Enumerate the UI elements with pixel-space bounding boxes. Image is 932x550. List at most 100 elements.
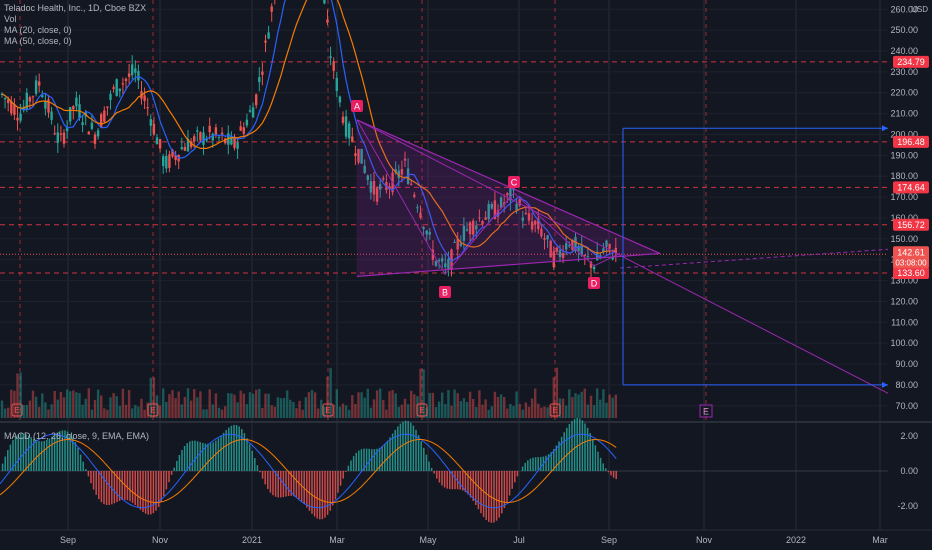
volume-bar-46 [143,409,146,418]
candle-body-106 [329,56,332,59]
volume-bar-120 [372,399,376,418]
candle-body-115 [357,148,360,163]
volume-bar-44 [137,406,140,418]
volume-bar-91 [282,397,286,418]
candle-body-168 [521,217,524,221]
volume-bar-148 [459,401,462,418]
candle-body-122 [379,184,382,190]
volume-bar-197 [611,397,614,418]
candle-body-30 [93,134,97,144]
candle-body-153 [475,225,478,230]
volume-bar-82 [255,389,258,418]
time-tick-7: Nov [696,535,713,545]
volume-bar-88 [273,406,276,418]
volume-bar-186 [577,394,580,418]
volume-bar-70 [217,407,221,418]
volume-bar-48 [149,377,152,418]
volume-bar-152 [472,398,475,418]
volume-bar-161 [499,394,503,418]
volume-bar-5 [16,373,19,418]
volume-bar-51 [158,405,162,418]
symbol-title[interactable]: Teladoc Health, Inc., 1D, Cboe BZX [4,3,147,13]
volume-bar-99 [307,392,311,418]
volume-bar-182 [565,405,568,418]
volume-bar-15 [47,409,50,418]
volume-bar-146 [453,389,456,418]
candle-body-55 [171,149,174,157]
candle-body-33 [103,110,106,122]
volume-bar-160 [496,396,500,418]
candle-body-176 [546,235,549,240]
volume-bar-9 [28,400,32,418]
price-tick-10: 160.00 [890,213,918,223]
candle-body-138 [428,232,431,235]
volume-bar-143 [444,404,447,418]
candle-body-143 [444,263,447,268]
volume-bar-87 [270,405,273,418]
volume-bar-27 [84,398,87,418]
candle-body-181 [561,253,565,258]
volume-bar-110 [341,403,345,418]
candle-body-186 [577,246,580,252]
volume-bar-141 [437,401,441,418]
candle-body-128 [397,170,400,179]
candle-body-162 [503,202,506,205]
candle-body-178 [552,251,555,268]
volume-bar-181 [561,398,565,418]
candle-body-70 [217,136,221,138]
volume-bar-107 [332,404,335,418]
macd-tick-2: -2.00 [897,501,918,511]
volume-bar-164 [509,404,512,418]
candle-body-76 [236,142,239,149]
macd-tick-0: 2.00 [900,431,918,441]
candle-body-37 [115,79,118,96]
volume-bar-1 [3,408,7,418]
volume-bar-77 [239,390,242,418]
volume-bar-131 [406,404,410,418]
earnings-label-0: E [14,406,19,415]
candle-body-20 [62,132,66,144]
candle-body-166 [515,203,518,211]
macd-legend[interactable]: MACD (12, 26, close, 9, EMA, EMA) [4,431,150,441]
candle-body-161 [499,197,503,208]
candle-body-117 [363,165,366,173]
volume-bar-49 [152,377,156,418]
candle-body-12 [38,81,41,86]
volume-bar-83 [258,388,261,418]
macd-signal-line [0,438,617,504]
candle-body-156 [484,217,487,220]
candle-body-148 [459,243,462,246]
candle-body-46 [143,95,146,101]
candle-body-152 [472,220,475,235]
volume-bar-128 [397,406,400,418]
volume-bar-184 [571,397,574,418]
volume-bar-20 [62,397,66,418]
volume-bar-162 [503,397,506,418]
price-tick-6: 200.00 [890,129,918,139]
candle-body-49 [152,123,156,135]
ma50-label[interactable]: MA (50, close, 0) [4,36,72,46]
candle-body-195 [605,240,608,247]
candle-body-155 [481,220,484,225]
candle-body-137 [425,230,428,235]
volume-bar-168 [521,409,524,418]
candle-body-164 [509,186,512,201]
volume-bar-129 [400,404,404,418]
vol-label[interactable]: Vol [4,14,17,24]
volume-bar-93 [289,399,292,418]
triangle-pattern[interactable]: A B C D E [351,100,889,418]
candle-body-133 [413,194,416,197]
volume-bar-158 [490,406,493,418]
candle-body-182 [565,243,568,250]
point-box-A [351,100,363,112]
volume-bar-81 [251,393,255,418]
current-price-badge [893,246,929,269]
candle-body-188 [583,255,586,257]
volume-bar-112 [348,409,351,418]
volume-bar-41 [127,390,131,418]
volume-bar-125 [388,391,391,418]
ma20-label[interactable]: MA (20, close, 0) [4,25,72,35]
candle-body-38 [118,88,121,92]
